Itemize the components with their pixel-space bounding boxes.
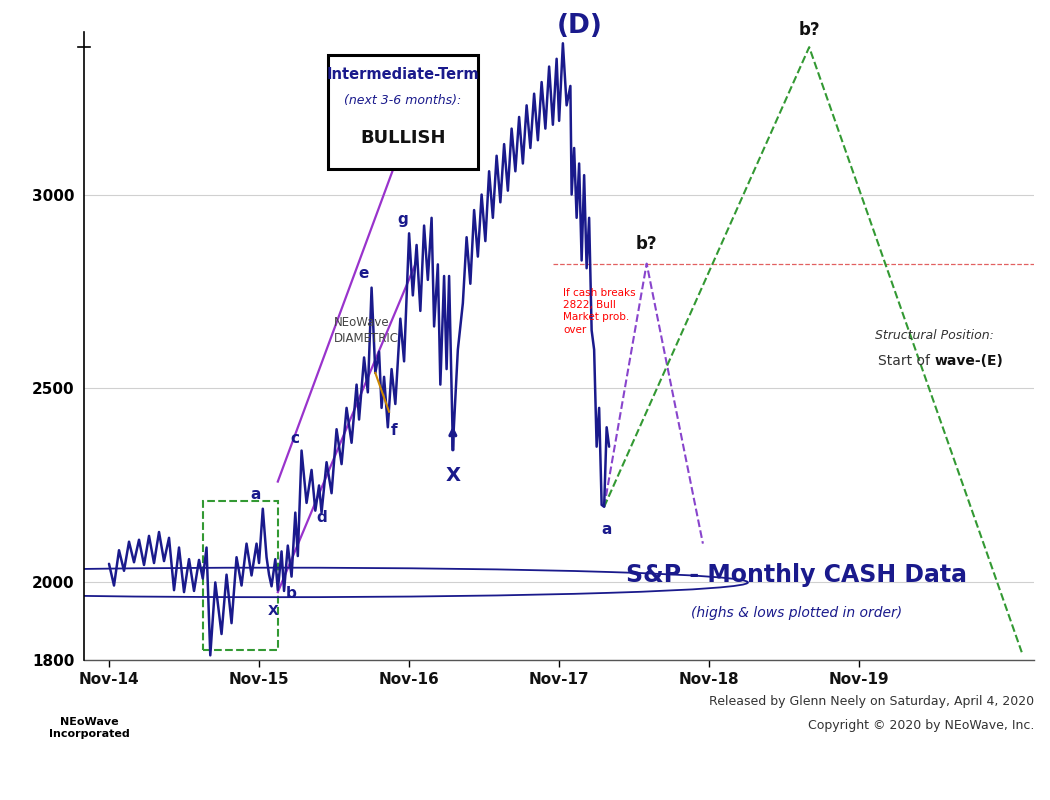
Text: NEoWave
Incorporated: NEoWave Incorporated xyxy=(49,717,129,739)
Text: (next 3-6 months):: (next 3-6 months): xyxy=(344,94,461,106)
Text: g: g xyxy=(397,212,407,226)
Text: X: X xyxy=(268,604,278,618)
Text: X: X xyxy=(445,466,460,485)
Text: Intermediate-Term: Intermediate-Term xyxy=(327,66,479,82)
Text: b?: b? xyxy=(636,234,657,253)
Text: BULLISH: BULLISH xyxy=(360,129,445,146)
Text: NEoWave
DIAMETRIC: NEoWave DIAMETRIC xyxy=(334,316,399,345)
Text: c: c xyxy=(290,430,299,446)
Text: a: a xyxy=(251,487,260,502)
Text: Start of: Start of xyxy=(878,354,934,367)
Text: If cash breaks
2822, Bull
Market prob.
over: If cash breaks 2822, Bull Market prob. o… xyxy=(563,288,635,335)
Text: d: d xyxy=(316,510,328,526)
Text: b?: b? xyxy=(798,22,820,39)
Text: Released by Glenn Neely on Saturday, April 4, 2020: Released by Glenn Neely on Saturday, Apr… xyxy=(709,695,1034,708)
Text: (D): (D) xyxy=(556,14,603,39)
Text: a: a xyxy=(602,522,612,538)
FancyBboxPatch shape xyxy=(328,55,478,170)
Text: e: e xyxy=(359,266,370,281)
Text: wave-(E): wave-(E) xyxy=(934,354,1003,367)
Text: S&P - Monthly CASH Data: S&P - Monthly CASH Data xyxy=(626,563,967,587)
Text: b: b xyxy=(286,586,296,601)
Bar xyxy=(203,501,278,650)
Text: f: f xyxy=(391,423,397,438)
Text: (highs & lows plotted in order): (highs & lows plotted in order) xyxy=(691,606,902,620)
Text: Structural Position:: Structural Position: xyxy=(875,329,993,342)
Text: Copyright © 2020 by NEoWave, Inc.: Copyright © 2020 by NEoWave, Inc. xyxy=(807,719,1034,732)
